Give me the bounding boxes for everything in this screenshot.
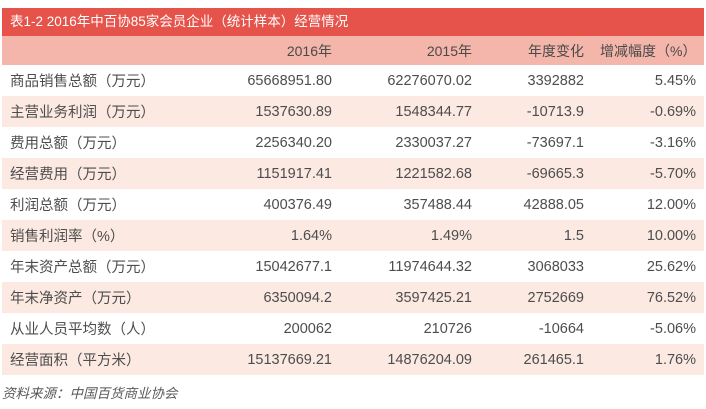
change-pct-cell: -5.06% (592, 313, 704, 344)
table-row: 从业人员平均数（人） 200062 210726 -10664 -5.06% (2, 313, 704, 344)
table-row: 年末净资产（万元） 6350094.2 3597425.21 2752669 7… (2, 282, 704, 313)
table-row: 经营费用（万元） 1151917.41 1221582.68 -69665.3 … (2, 158, 704, 189)
value-2016-cell: 1537630.89 (202, 96, 340, 127)
row-label-cell: 年末资产总额（万元） (2, 251, 202, 282)
header-cell-yearly-change: 年度变化 (480, 36, 592, 65)
value-2015-cell: 62276070.02 (340, 65, 480, 96)
table-title-bar: 表1-2 2016年中百协85家会员企业（统计样本）经营情况 (2, 8, 704, 36)
change-pct-cell: 5.45% (592, 65, 704, 96)
value-2015-cell: 14876204.09 (340, 344, 480, 375)
value-2015-cell: 357488.44 (340, 189, 480, 220)
change-pct-cell: -3.16% (592, 127, 704, 158)
yearly-change-cell: -10713.9 (480, 96, 592, 127)
yearly-change-cell: 42888.05 (480, 189, 592, 220)
row-label-cell: 费用总额（万元） (2, 127, 202, 158)
row-label-cell: 从业人员平均数（人） (2, 313, 202, 344)
value-2016-cell: 1.64% (202, 220, 340, 251)
change-pct-cell: -5.70% (592, 158, 704, 189)
value-2016-cell: 15042677.1 (202, 251, 340, 282)
change-pct-cell: 12.00% (592, 189, 704, 220)
value-2015-cell: 2330037.27 (340, 127, 480, 158)
value-2015-cell: 1.49% (340, 220, 480, 251)
row-label-cell: 销售利润率（%） (2, 220, 202, 251)
table-row: 主营业务利润（万元） 1537630.89 1548344.77 -10713.… (2, 96, 704, 127)
yearly-change-cell: 261465.1 (480, 344, 592, 375)
header-cell-indicator (2, 36, 202, 65)
change-pct-cell: 76.52% (592, 282, 704, 313)
header-cell-2016: 2016年 (202, 36, 340, 65)
value-2016-cell: 400376.49 (202, 189, 340, 220)
yearly-change-cell: 3392882 (480, 65, 592, 96)
value-2016-cell: 1151917.41 (202, 158, 340, 189)
value-2015-cell: 210726 (340, 313, 480, 344)
row-label-cell: 利润总额（万元） (2, 189, 202, 220)
row-label-cell: 商品销售总额（万元） (2, 65, 202, 96)
value-2015-cell: 1221582.68 (340, 158, 480, 189)
table-row: 销售利润率（%） 1.64% 1.49% 1.5 10.00% (2, 220, 704, 251)
change-pct-cell: 1.76% (592, 344, 704, 375)
value-2016-cell: 65668951.80 (202, 65, 340, 96)
header-cell-change-pct: 增减幅度（%） (592, 36, 704, 65)
value-2016-cell: 6350094.2 (202, 282, 340, 313)
value-2016-cell: 15137669.21 (202, 344, 340, 375)
yearly-change-cell: -73697.1 (480, 127, 592, 158)
data-source-note: 资料来源：中国百货商业协会 (2, 386, 178, 401)
value-2015-cell: 1548344.77 (340, 96, 480, 127)
value-2015-cell: 11974644.32 (340, 251, 480, 282)
yearly-change-cell: -69665.3 (480, 158, 592, 189)
row-label-cell: 主营业务利润（万元） (2, 96, 202, 127)
report-table-container: 表1-2 2016年中百协85家会员企业（统计样本）经营情况 2016年 201… (2, 8, 704, 375)
change-pct-cell: 10.00% (592, 220, 704, 251)
yearly-change-cell: 2752669 (480, 282, 592, 313)
table-row: 年末资产总额（万元） 15042677.1 11974644.32 306803… (2, 251, 704, 282)
yearly-change-cell: 1.5 (480, 220, 592, 251)
table-row: 商品销售总额（万元） 65668951.80 62276070.02 33928… (2, 65, 704, 96)
table-row: 利润总额（万元） 400376.49 357488.44 42888.05 12… (2, 189, 704, 220)
value-2016-cell: 200062 (202, 313, 340, 344)
table-header-row: 2016年 2015年 年度变化 增减幅度（%） (2, 36, 704, 65)
table-row: 费用总额（万元） 2256340.20 2330037.27 -73697.1 … (2, 127, 704, 158)
yearly-change-cell: -10664 (480, 313, 592, 344)
business-data-table: 2016年 2015年 年度变化 增减幅度（%） 商品销售总额（万元） 6566… (2, 36, 704, 375)
value-2015-cell: 3597425.21 (340, 282, 480, 313)
change-pct-cell: 25.62% (592, 251, 704, 282)
row-label-cell: 经营费用（万元） (2, 158, 202, 189)
change-pct-cell: -0.69% (592, 96, 704, 127)
table-row: 经营面积（平方米） 15137669.21 14876204.09 261465… (2, 344, 704, 375)
row-label-cell: 经营面积（平方米） (2, 344, 202, 375)
header-cell-2015: 2015年 (340, 36, 480, 65)
yearly-change-cell: 3068033 (480, 251, 592, 282)
row-label-cell: 年末净资产（万元） (2, 282, 202, 313)
value-2016-cell: 2256340.20 (202, 127, 340, 158)
